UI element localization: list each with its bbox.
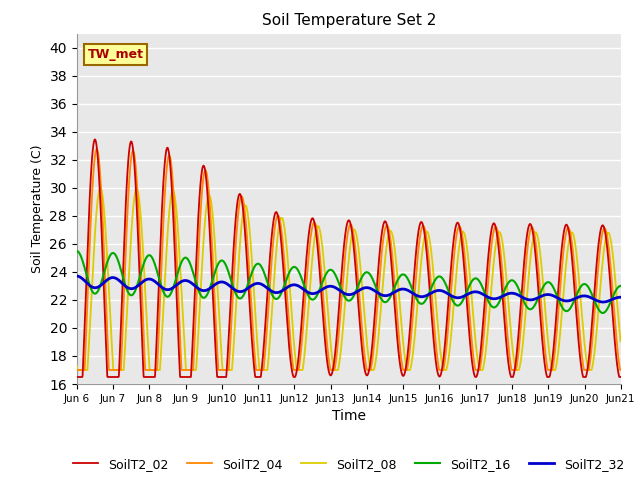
Legend: SoilT2_02, SoilT2_04, SoilT2_08, SoilT2_16, SoilT2_32: SoilT2_02, SoilT2_04, SoilT2_08, SoilT2_… [68,453,630,476]
Y-axis label: Soil Temperature (C): Soil Temperature (C) [31,144,44,273]
X-axis label: Time: Time [332,409,366,423]
Text: TW_met: TW_met [88,48,144,61]
Title: Soil Temperature Set 2: Soil Temperature Set 2 [262,13,436,28]
